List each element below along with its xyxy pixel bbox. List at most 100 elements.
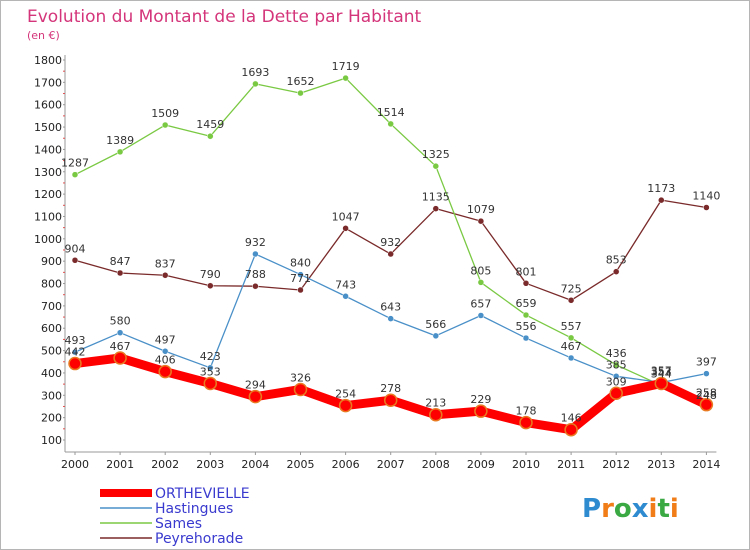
data-label: 385 xyxy=(606,358,627,371)
data-label: 1287 xyxy=(61,157,89,170)
y-tick-label: 500 xyxy=(41,345,62,358)
x-tick-label: 2004 xyxy=(241,458,269,471)
data-label: 406 xyxy=(155,354,176,367)
data-label: 932 xyxy=(380,236,401,249)
data-label: 580 xyxy=(110,315,131,328)
axes: 100 200 300 400 500 600 700 800 900 1000 1100 1200 1… xyxy=(34,54,720,471)
data-point xyxy=(703,204,710,211)
x-tick-label: 2012 xyxy=(602,458,630,471)
data-label: 467 xyxy=(110,340,131,353)
data-label: 436 xyxy=(606,347,627,360)
data-point xyxy=(248,389,263,404)
data-label: 1719 xyxy=(332,60,360,73)
data-label: 353 xyxy=(651,365,672,378)
data-label: 397 xyxy=(696,356,717,369)
data-point xyxy=(207,282,214,290)
x-tick-label: 2010 xyxy=(512,458,540,471)
data-label: 743 xyxy=(335,278,356,291)
data-point xyxy=(387,120,394,128)
x-tick-label: 2011 xyxy=(557,458,585,471)
y-tick-label: 600 xyxy=(41,322,62,335)
y-tick-label: 100 xyxy=(41,434,62,447)
x-tick-label: 2008 xyxy=(422,458,450,471)
data-label: 1389 xyxy=(106,134,134,147)
y-tick-label: 1200 xyxy=(34,188,62,201)
data-point xyxy=(477,312,485,319)
legend-label: ORTHEVIELLE xyxy=(155,486,250,502)
data-label: 1173 xyxy=(647,182,675,195)
x-tick-label: 2003 xyxy=(196,458,224,471)
data-label: 1514 xyxy=(377,106,405,119)
data-point xyxy=(297,286,304,294)
data-point xyxy=(654,376,669,391)
data-label: 357 xyxy=(651,365,672,378)
x-tick-label: 2014 xyxy=(692,458,720,471)
data-point xyxy=(567,354,575,362)
data-label: 557 xyxy=(561,320,582,333)
data-point xyxy=(297,89,304,97)
data-label: 853 xyxy=(606,254,627,267)
data-label: 326 xyxy=(290,371,311,384)
data-label: 344 xyxy=(651,367,672,380)
y-tick-label: 400 xyxy=(41,367,62,380)
chart-subtitle: (en €) xyxy=(27,29,60,42)
data-point xyxy=(703,370,710,377)
data-label: 1325 xyxy=(422,148,450,161)
data-point xyxy=(252,282,259,290)
data-point xyxy=(474,404,488,418)
data-label: 788 xyxy=(245,268,266,281)
data-label: 1079 xyxy=(467,203,495,216)
data-point xyxy=(293,382,308,397)
proxiti-logo: Proxiti xyxy=(582,494,679,524)
data-label: 178 xyxy=(516,405,537,418)
data-label: 497 xyxy=(155,333,176,346)
data-labels: 904 847 837 790 788 771 1047 932 1135 1079 801 725 8… xyxy=(61,60,720,425)
data-label: 146 xyxy=(561,412,582,425)
data-point xyxy=(207,364,214,372)
data-label: 556 xyxy=(516,320,537,333)
data-point xyxy=(161,272,169,279)
y-tick-label: 300 xyxy=(41,389,62,402)
y-tick-label: 200 xyxy=(41,412,62,425)
data-label: 725 xyxy=(561,282,582,295)
data-point xyxy=(567,297,575,304)
data-point xyxy=(203,376,218,391)
data-point xyxy=(113,351,127,365)
data-point xyxy=(297,271,304,278)
data-label: 1509 xyxy=(151,107,179,120)
x-tick-label: 2001 xyxy=(106,458,134,471)
x-tick-label: 2013 xyxy=(647,458,675,471)
data-label: 1047 xyxy=(332,210,360,223)
data-point xyxy=(342,225,349,232)
x-tick-label: 2009 xyxy=(467,458,495,471)
chart-title: Evolution du Montant de la Dette par Hab… xyxy=(27,7,422,27)
data-point xyxy=(338,398,353,413)
data-point xyxy=(387,250,394,258)
y-tick-label: 1100 xyxy=(34,210,62,223)
data-label: 294 xyxy=(245,379,266,392)
data-point xyxy=(432,205,440,212)
data-point xyxy=(116,269,124,277)
x-tick-label: 2002 xyxy=(151,458,179,471)
data-label: 1652 xyxy=(287,75,315,88)
data-label: 278 xyxy=(380,382,401,395)
data-label: 229 xyxy=(470,393,491,406)
data-point xyxy=(342,74,349,82)
data-point xyxy=(477,217,485,225)
data-label: 248 xyxy=(696,389,717,402)
data-point xyxy=(207,132,214,140)
data-point xyxy=(567,334,575,342)
data-label: 657 xyxy=(470,297,491,310)
legend-label: Hastingues xyxy=(155,501,233,517)
data-label: 790 xyxy=(200,268,221,281)
data-label: 805 xyxy=(470,264,491,277)
y-tick-label: 800 xyxy=(41,278,62,291)
data-point xyxy=(116,329,124,336)
x-tick-label: 2000 xyxy=(61,458,89,471)
data-point xyxy=(383,393,398,407)
data-label: 801 xyxy=(516,265,537,278)
data-point xyxy=(161,121,169,129)
data-label: 904 xyxy=(65,242,86,255)
data-point xyxy=(609,386,623,401)
